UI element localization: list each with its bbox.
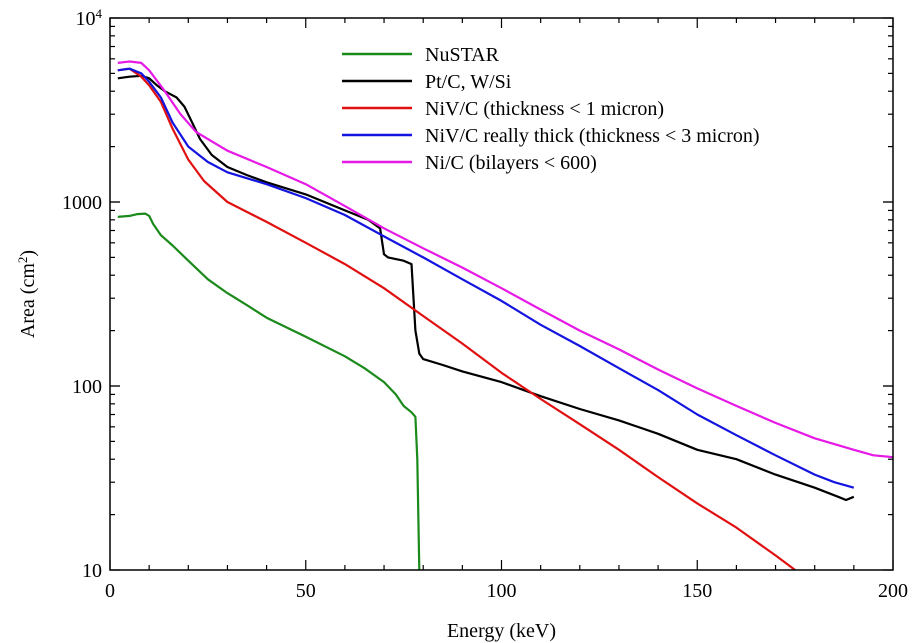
- series-line-0: [117, 212, 421, 570]
- y-tick-label-top-base: 10: [76, 8, 96, 30]
- y-axis-label: Area (cm2): [15, 250, 40, 338]
- y-axis-label-text: Area (cm: [17, 263, 39, 338]
- series-layer: [117, 60, 893, 570]
- legend-label-3: NiV/C really thick (thickness < 3 micron…: [425, 125, 760, 147]
- x-tick-label-4: 200: [878, 580, 908, 602]
- series-line-1: [117, 74, 855, 502]
- y-tick-label-1: 100: [72, 376, 102, 398]
- y-tick-label-2: 1000: [62, 192, 102, 214]
- series-line-3: [117, 67, 855, 489]
- y-tick-label-top: 104: [76, 6, 103, 31]
- legend-label-4: Ni/C (bilayers < 600): [425, 152, 597, 174]
- x-tick-label-2: 100: [487, 580, 517, 602]
- x-tick-label-0: 0: [105, 580, 115, 602]
- ticks-layer: [109, 17, 894, 571]
- y-axis-label-close: ): [17, 250, 39, 257]
- legend-label-2: NiV/C (thickness < 1 micron): [425, 98, 664, 120]
- y-tick-label-0: 10: [82, 560, 102, 582]
- legend-label-0: NuSTAR: [425, 44, 500, 66]
- tick-labels-layer: 0 50 100 150 200 10 100 1000: [62, 192, 908, 602]
- series-line-2: [117, 67, 796, 570]
- series-line-4: [117, 60, 893, 459]
- legend-label-1: Pt/C, W/Si: [425, 71, 512, 93]
- y-axis-label-superscript: 2: [15, 257, 30, 264]
- legend: NuSTAR Pt/C, W/Si NiV/C (thickness < 1 mic…: [342, 44, 760, 174]
- x-tick-label-1: 50: [296, 580, 316, 602]
- x-axis-label: Energy (keV): [447, 620, 556, 642]
- x-tick-label-3: 150: [682, 580, 712, 602]
- y-tick-label-top-exponent: 4: [96, 6, 103, 21]
